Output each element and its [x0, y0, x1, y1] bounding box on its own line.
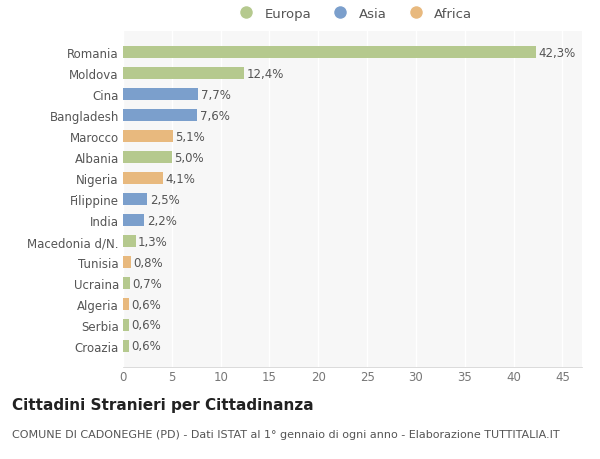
Text: Cittadini Stranieri per Cittadinanza: Cittadini Stranieri per Cittadinanza — [12, 397, 314, 412]
Bar — [123, 278, 130, 289]
Bar — [123, 236, 136, 247]
Text: 2,5%: 2,5% — [150, 193, 179, 206]
Text: 0,7%: 0,7% — [132, 277, 162, 290]
Text: 4,1%: 4,1% — [166, 172, 196, 185]
Bar — [123, 68, 244, 80]
Bar — [123, 257, 131, 268]
Text: 5,1%: 5,1% — [175, 130, 205, 143]
Bar — [123, 89, 198, 101]
Bar — [123, 110, 197, 122]
Text: 7,6%: 7,6% — [200, 109, 230, 123]
Bar — [123, 131, 173, 143]
Text: 5,0%: 5,0% — [174, 151, 204, 164]
Text: 12,4%: 12,4% — [247, 67, 284, 80]
Text: COMUNE DI CADONEGHE (PD) - Dati ISTAT al 1° gennaio di ogni anno - Elaborazione : COMUNE DI CADONEGHE (PD) - Dati ISTAT al… — [12, 429, 560, 439]
Legend: Europa, Asia, Africa: Europa, Asia, Africa — [230, 5, 475, 23]
Text: 1,3%: 1,3% — [138, 235, 168, 248]
Bar — [123, 194, 148, 206]
Bar — [123, 47, 536, 59]
Text: 0,6%: 0,6% — [131, 340, 161, 353]
Bar — [123, 319, 129, 331]
Text: 42,3%: 42,3% — [539, 47, 576, 60]
Bar — [123, 299, 129, 310]
Text: 0,6%: 0,6% — [131, 319, 161, 332]
Text: 2,2%: 2,2% — [147, 214, 177, 227]
Text: 0,8%: 0,8% — [133, 256, 163, 269]
Bar — [123, 215, 145, 226]
Bar — [123, 341, 129, 352]
Bar — [123, 173, 163, 185]
Text: 0,6%: 0,6% — [131, 298, 161, 311]
Text: 7,7%: 7,7% — [200, 89, 230, 101]
Bar — [123, 152, 172, 163]
